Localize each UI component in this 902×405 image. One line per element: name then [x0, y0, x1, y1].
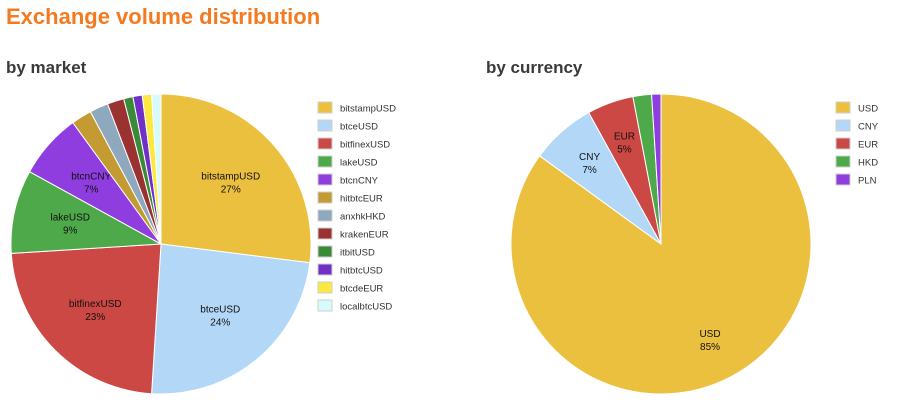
legend-swatch-hitbtcusd [317, 263, 333, 276]
chart-title-by-market: by market [6, 58, 87, 77]
slice-label-bitstampusd: bitstampUSD [201, 171, 260, 182]
pie-slice-bitstampusd[interactable] [160, 93, 312, 264]
slice-percent-lakeusd: 9% [63, 226, 78, 237]
legend-label-hitbtcusd: hitbtcUSD [340, 266, 383, 277]
slice-percent-btceusd: 24% [210, 318, 230, 329]
legend-swatch-cny [835, 119, 851, 132]
legend-swatch-eur [835, 137, 851, 150]
pie-slice-btceusd[interactable] [151, 243, 311, 395]
slice-label-btceusd: btceUSD [200, 305, 240, 316]
pie-slice-bitfinexusd[interactable] [10, 243, 162, 395]
legend-item-eur: EUR [835, 137, 878, 151]
legend-label-lakeusd: lakeUSD [340, 158, 378, 169]
legend-label-btceusd: btceUSD [340, 122, 378, 133]
legend-item-krakeneur: krakenEUR [317, 227, 389, 241]
legend-item-cny: CNY [835, 119, 879, 133]
pie-by-currency: USD 85% CNY 7% EUR 5% [510, 93, 812, 395]
page-title: Exchange volume distribution [6, 4, 321, 29]
legend-item-usd: USD [835, 101, 878, 115]
slice-percent-bitstampusd: 27% [221, 184, 241, 195]
legend-label-btcdeeur: btcdeEUR [340, 284, 383, 295]
legend-label-localbtcusd: localbtcUSD [340, 302, 392, 313]
legend-item-hkd: HKD [835, 155, 878, 169]
legend-swatch-btcncny [317, 173, 333, 186]
legend-item-btceusd: btceUSD [317, 119, 378, 133]
legend-label-usd: USD [858, 104, 878, 115]
pie-slice-lakeusd[interactable] [10, 171, 163, 254]
legend-swatch-krakeneur [317, 227, 333, 240]
legend-swatch-localbtcusd [317, 299, 333, 312]
legend-swatch-pln [835, 173, 851, 186]
legend-item-bitstampusd: bitstampUSD [317, 101, 396, 115]
pie-by-market: bitstampUSD 27% btceUSD 24% bitfinexUSD 23% la… [10, 93, 312, 395]
legend-by-market: bitstampUSD btceUSD bitfinexUSD lakeUSD btcn… [317, 101, 396, 313]
pie-slice-pln[interactable] [651, 93, 662, 245]
legend-item-btcdeeur: btcdeEUR [317, 281, 383, 295]
legend-item-bitfinexusd: bitfinexUSD [317, 137, 390, 151]
legend-label-itbitusd: itbitUSD [340, 248, 375, 259]
legend-label-eur: EUR [858, 140, 878, 151]
legend-swatch-anxhkhkd [317, 209, 333, 222]
legend-item-localbtcusd: localbtcUSD [317, 299, 392, 313]
legend-item-lakeusd: lakeUSD [317, 155, 378, 169]
slice-percent-eur: 5% [617, 144, 632, 155]
slice-label-bitfinexusd: bitfinexUSD [69, 299, 122, 310]
legend-item-hitbtceur: hitbtcEUR [317, 191, 383, 205]
legend-label-pln: PLN [858, 176, 877, 187]
legend-item-hitbtcusd: hitbtcUSD [317, 263, 383, 277]
legend-item-anxhkhkd: anxhkHKD [317, 209, 386, 223]
legend-swatch-bitfinexusd [317, 137, 333, 150]
legend-swatch-btcdeeur [317, 281, 333, 294]
slice-percent-cny: 7% [582, 165, 597, 176]
slice-label-usd: USD [699, 329, 720, 340]
legend-label-cny: CNY [858, 122, 879, 133]
legend-swatch-itbitusd [317, 245, 333, 258]
legend-label-hitbtceur: hitbtcEUR [340, 194, 383, 205]
legend-label-krakeneur: krakenEUR [340, 230, 389, 241]
legend-swatch-hkd [835, 155, 851, 168]
legend-swatch-lakeusd [317, 155, 333, 168]
legend-by-currency: USD CNY EUR HKD PLN [835, 101, 879, 187]
legend-label-bitfinexusd: bitfinexUSD [340, 140, 390, 151]
slice-label-cny: CNY [579, 152, 600, 163]
legend-item-pln: PLN [835, 173, 877, 187]
legend-swatch-usd [835, 101, 851, 114]
legend-swatch-btceusd [317, 119, 333, 132]
legend-label-hkd: HKD [858, 158, 878, 169]
slice-label-eur: EUR [614, 131, 635, 142]
slice-percent-usd: 85% [700, 342, 720, 353]
legend-label-bitstampusd: bitstampUSD [340, 104, 396, 115]
slice-label-lakeusd: lakeUSD [51, 213, 90, 224]
chart-title-by-currency: by currency [486, 58, 583, 77]
slice-percent-btcncny: 7% [84, 184, 99, 195]
slice-percent-bitfinexusd: 23% [85, 312, 105, 323]
pie-slice-localbtcusd[interactable] [151, 93, 162, 245]
legend-item-btcncny: btcnCNY [317, 173, 379, 187]
legend-item-itbitusd: itbitUSD [317, 245, 375, 259]
legend-label-anxhkhkd: anxhkHKD [340, 212, 386, 223]
slice-label-btcncny: btcnCNY [71, 171, 111, 182]
legend-swatch-bitstampusd [317, 101, 333, 114]
legend-label-btcncny: btcnCNY [340, 176, 379, 187]
legend-swatch-hitbtceur [317, 191, 333, 204]
